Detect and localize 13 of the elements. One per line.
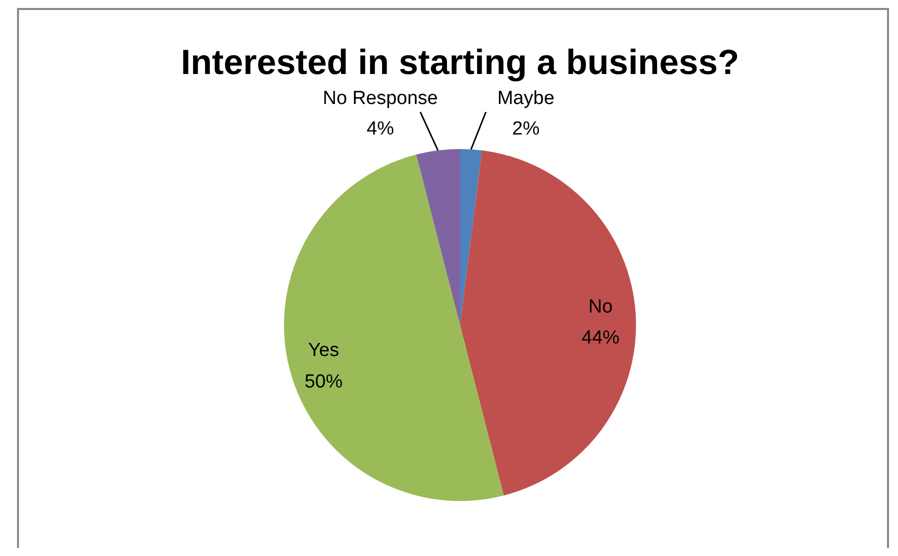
data-label: 44%	[582, 328, 620, 349]
pie-slice	[284, 154, 504, 501]
slice-label: No	[588, 296, 613, 318]
slice-label: Yes	[308, 340, 340, 362]
pie-slice	[416, 149, 460, 325]
data-label: 2%	[512, 118, 540, 140]
pie-slice	[460, 150, 636, 496]
data-label: 4%	[366, 118, 394, 140]
data-label: 50%	[304, 372, 343, 393]
pie-slice	[460, 149, 482, 325]
chart-title: Interested in starting a business?	[180, 43, 740, 82]
slice-label: No Response	[322, 88, 438, 109]
slice-label: Maybe	[497, 88, 554, 109]
